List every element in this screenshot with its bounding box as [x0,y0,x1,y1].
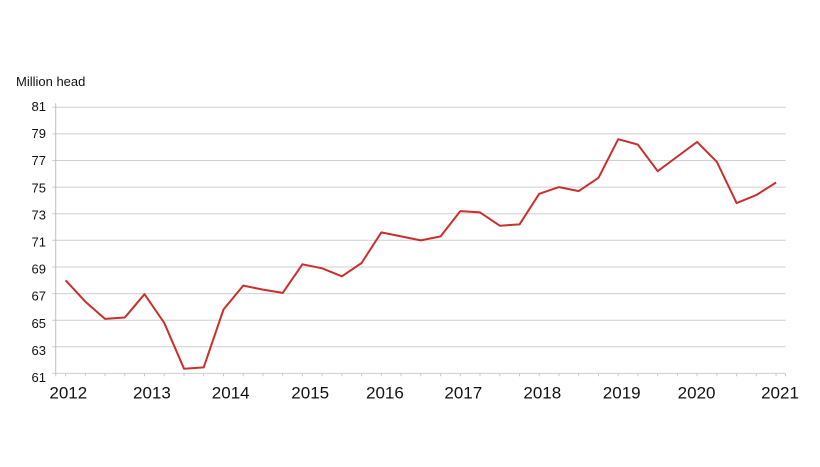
svg-text:67: 67 [32,289,46,304]
svg-text:75: 75 [32,180,46,195]
svg-text:73: 73 [32,207,46,222]
svg-text:2019: 2019 [603,383,641,402]
svg-text:2018: 2018 [523,383,561,402]
svg-text:61: 61 [32,370,46,385]
svg-text:2014: 2014 [212,383,250,402]
svg-text:79: 79 [32,126,46,141]
svg-text:81: 81 [32,99,46,114]
svg-text:Million head: Million head [16,74,85,89]
svg-text:2021: 2021 [761,383,799,402]
svg-text:65: 65 [32,316,46,331]
svg-text:77: 77 [32,153,46,168]
svg-text:2012: 2012 [49,383,87,402]
svg-text:69: 69 [32,262,46,277]
svg-text:2020: 2020 [678,383,716,402]
svg-text:71: 71 [32,235,46,250]
svg-text:2015: 2015 [291,383,329,402]
svg-text:2013: 2013 [133,383,171,402]
svg-text:63: 63 [32,343,46,358]
svg-text:2016: 2016 [366,383,404,402]
svg-text:2017: 2017 [444,383,482,402]
